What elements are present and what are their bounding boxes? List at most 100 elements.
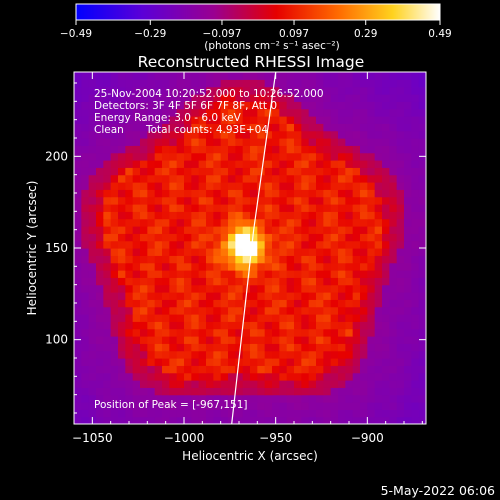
heatmap-cell [228,152,236,161]
heatmap-cell [206,226,214,234]
heatmap-cell [279,306,288,315]
heatmap-cell [294,72,302,80]
heatmap-cell [374,160,383,168]
heatmap-cell [88,292,97,300]
heatmap-cell [96,204,104,212]
heatmap-cell [118,350,126,359]
heatmap-cell [411,409,420,418]
heatmap-cell [389,277,398,286]
heatmap-cell [176,145,185,154]
heatmap-cell [367,145,376,154]
heatmap-cell [374,101,383,110]
heatmap-cell [110,218,119,227]
heatmap-cell [74,72,82,80]
heatmap-cell [338,86,346,95]
heatmap-cell [176,86,185,95]
heatmap-cell [286,262,295,271]
heatmap-cell [162,116,170,124]
heatmap-cell [235,409,244,418]
heatmap-cell [323,72,332,80]
heatmap-cell [418,101,426,110]
heatmap-cell [396,233,405,242]
heatmap-cell [206,130,214,139]
heatmap-cell [184,394,192,403]
heatmap-cell [345,167,354,176]
heatmap-cell [404,72,412,80]
heatmap-cell [418,277,426,286]
heatmap-cell [360,160,368,168]
heatmap-cell [140,306,148,315]
heatmap-cell [323,226,332,234]
heatmap-cell [330,240,339,249]
heatmap-cell [81,79,90,88]
heatmap-cell [330,372,339,381]
heatmap-cell [272,372,280,381]
x-tick-label: −950 [259,431,292,445]
heatmap-cell [308,365,317,374]
heatmap-cell [360,328,368,337]
heatmap-cell [301,152,310,161]
heatmap-cell [132,211,141,220]
heatmap-cell [191,160,200,168]
heatmap-cell [272,262,280,271]
heatmap-cell [323,108,332,117]
heatmap-cell [294,416,302,424]
heatmap-cell [330,387,339,396]
heatmap-cell [228,409,236,418]
heatmap-cell [220,394,229,403]
heatmap-cell [367,79,376,88]
heatmap-cell [235,270,244,278]
heatmap-cell [147,211,156,220]
heatmap-cell [257,79,266,88]
heatmap-cell [198,189,207,198]
heatmap-cell [147,255,156,264]
heatmap-cell [382,299,390,308]
heatmap-cell [220,402,229,410]
heatmap-cell [294,182,302,190]
heatmap-cell [220,299,229,308]
heatmap-cell [345,72,354,80]
heatmap-cell [338,196,346,205]
heatmap-cell [132,365,141,374]
heatmap-cell [88,94,97,102]
heatmap-cell [184,204,192,212]
heatmap-cell [176,350,185,359]
heatmap-cell [220,189,229,198]
heatmap-cell [125,387,134,396]
heatmap-cell [74,108,82,117]
heatmap-cell [404,372,412,381]
heatmap-cell [301,372,310,381]
heatmap-cell [103,394,112,403]
heatmap-cell [279,416,288,424]
heatmap-cell [418,108,426,117]
heatmap-cell [389,262,398,271]
heatmap-cell [338,226,346,234]
heatmap-cell [228,94,236,102]
heatmap-cell [382,350,390,359]
heatmap-cell [154,284,163,293]
heatmap-cell [264,372,273,381]
heatmap-cell [367,387,376,396]
heatmap-cell [118,321,126,330]
heatmap-cell [81,416,90,424]
heatmap-cell [228,350,236,359]
heatmap-cell [110,182,119,190]
heatmap-cell [81,152,90,161]
heatmap-cell [286,240,295,249]
heatmap-cell [316,160,324,168]
heatmap-cell [206,138,214,146]
heatmap-cell [176,255,185,264]
heatmap-cell [294,218,302,227]
heatmap-cell [272,123,280,132]
heatmap-cell [81,116,90,124]
heatmap-cell [125,402,134,410]
heatmap-cell [162,365,170,374]
heatmap-cell [88,328,97,337]
heatmap-cell [125,240,134,249]
heatmap-cell [330,196,339,205]
heatmap-cell [206,211,214,220]
heatmap-cell [81,299,90,308]
footer-date: 5-May-2022 06:06 [381,483,495,498]
heatmap-cell [228,130,236,139]
heatmap-cell [418,284,426,293]
